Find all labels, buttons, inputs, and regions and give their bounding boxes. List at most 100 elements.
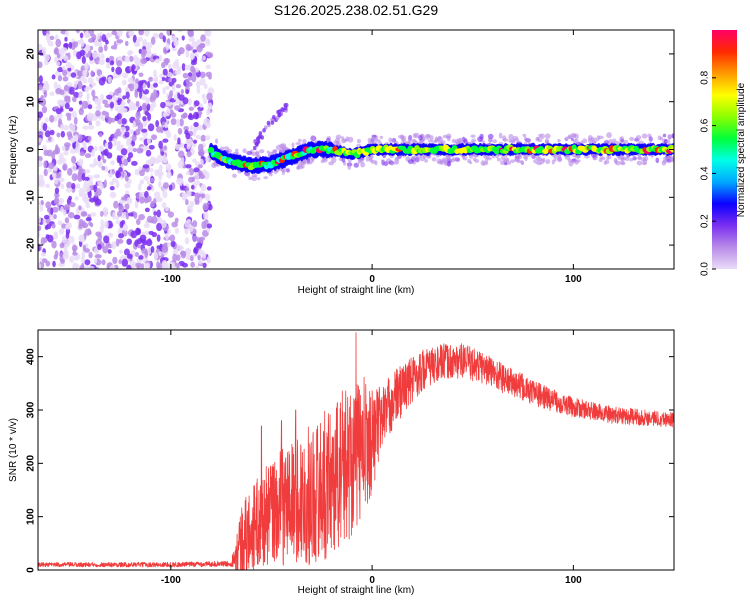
spectrogram-noise-blob [136, 147, 142, 154]
spectrogram-noise-blob [38, 61, 43, 69]
spectrogram-noise-blob [192, 253, 196, 258]
spectrogram-noise-blob [185, 132, 191, 140]
spectrogram-noise-blob [106, 152, 113, 159]
spectrogram-halo-blob [281, 146, 288, 150]
spectrogram-branch-blob [252, 145, 257, 151]
spectrogram-noise-blob [146, 180, 151, 185]
spectrogram-noise-blob [67, 67, 72, 72]
spectrogram-noise-blob [53, 231, 59, 240]
spectrogram-noise-blob [116, 140, 121, 147]
spectrogram-noise-blob [43, 214, 50, 220]
spectrogram-halo-blob [353, 162, 359, 168]
spectrogram-noise-blob [148, 230, 155, 236]
spectrogram-halo-blob [620, 161, 626, 166]
spectrogram-noise-blob [173, 134, 177, 141]
spectrogram-noise-blob [49, 114, 55, 123]
spectrogram-noise-blob [49, 212, 55, 221]
spectrogram-noise-blob [177, 137, 181, 145]
spectrogram-halo-blob [215, 138, 219, 144]
spectrogram-halo-blob [629, 136, 635, 142]
snr-y-tick-label: 300 [26, 401, 37, 418]
spectrogram-noise-blob [107, 116, 112, 125]
spectrogram-halo-blob [602, 156, 606, 160]
spectrogram-noise-blob [77, 173, 83, 183]
spectrogram-noise-blob [67, 167, 73, 176]
spectrogram-noise-blob [94, 254, 102, 259]
spectrogram-noise-blob [54, 250, 59, 257]
spectrogram-noise-blob [128, 83, 135, 92]
spectrogram-noise-blob [190, 261, 196, 268]
spectrogram-noise-blob [171, 46, 178, 52]
spectrogram-noise-blob [121, 196, 125, 201]
spectrogram-noise-blob [116, 210, 122, 217]
spectrogram-noise-blob [70, 72, 77, 78]
spectrogram-noise-blob [84, 259, 91, 266]
spectrogram-noise-blob [156, 222, 163, 232]
spectrogram-noise-blob [98, 132, 103, 138]
spectrogram-noise-blob [64, 102, 70, 110]
spectrogram-noise-blob [89, 45, 94, 51]
spectrogram-noise-blob [83, 180, 90, 186]
spectrogram-halo-blob [667, 134, 672, 140]
spectrogram-noise-blob [188, 224, 194, 232]
spectrogram-noise-blob [100, 210, 104, 217]
spectrogram-noise-blob [144, 207, 150, 213]
spectrogram-noise-blob [146, 103, 151, 111]
spectrogram-noise-blob [164, 58, 169, 66]
spectrogram-noise-blob [192, 220, 198, 228]
spectrogram-halo-blob [370, 136, 377, 140]
spectrogram-halo-blob [622, 139, 629, 144]
spectrogram-noise-blob [186, 143, 191, 150]
spectrogram-noise-blob [184, 237, 190, 245]
spectrogram-noise-blob [43, 168, 48, 177]
spectrogram-halo-blob [537, 138, 543, 143]
spectrogram-halo-blob [242, 148, 247, 154]
spectrogram-noise-blob [109, 60, 115, 66]
spectrogram-noise-blob [54, 187, 60, 194]
spectrogram-halo-blob [296, 165, 300, 171]
spectrogram-halo-blob [498, 132, 503, 139]
spectrogram-noise-blob [116, 39, 124, 44]
spectrogram-halo-blob [393, 161, 399, 165]
spectrogram-noise-blob [165, 163, 172, 172]
spectrogram-noise-blob [58, 48, 63, 55]
spectrogram-noise-blob [42, 258, 48, 263]
spectrogram-noise-blob [41, 106, 48, 114]
spectrogram-noise-blob [165, 232, 169, 240]
spectrogram-halo-blob [620, 155, 624, 161]
colorbar-tick-label: 0.2 [700, 214, 711, 228]
spectrogram-noise-blob [141, 50, 146, 59]
spectrogram-halo-blob [302, 138, 307, 145]
spectrogram-noise-blob [206, 109, 211, 116]
spectrogram-noise-blob [177, 92, 181, 99]
spectrogram-noise-blob [110, 160, 115, 166]
spectrogram-noise-blob [87, 190, 92, 199]
spectrogram-noise-blob [109, 181, 115, 186]
spectrogram-noise-blob [131, 140, 136, 147]
spectrogram-noise-blob [63, 250, 67, 257]
spectrogram-noise-blob [157, 180, 162, 188]
spectrogram-noise-blob [162, 68, 168, 76]
spectrogram-branch-blob [280, 107, 285, 112]
spectrogram-noise-blob [84, 176, 90, 181]
spectrogram-noise-blob [187, 30, 194, 37]
spectrogram-branch-blob [277, 112, 282, 118]
spectrogram-noise-blob [116, 113, 122, 120]
spectrogram-x-tick-label: -100 [161, 274, 181, 285]
snr-series-line [38, 332, 674, 570]
spectrogram-noise-blob [82, 77, 88, 84]
spectrogram-noise-blob [179, 118, 184, 127]
spectrogram-noise-blob [163, 264, 169, 269]
spectrogram-noise-blob [184, 143, 188, 149]
spectrogram-noise-blob [194, 180, 201, 186]
spectrogram-noise-blob [90, 212, 97, 217]
spectrogram-noise-blob [63, 204, 71, 211]
spectrogram-noise-blob [153, 211, 157, 216]
spectrogram-halo-blob [635, 134, 642, 141]
spectrogram-y-ticks: 20 10 0 -10 -20 [26, 48, 674, 252]
spectrogram-noise-blob [91, 89, 96, 98]
spectrogram-noise-blob [135, 192, 140, 200]
spectrogram-halo-blob [509, 159, 516, 163]
spectrogram-noise-blob [44, 225, 49, 231]
spectrogram-noise-blob [206, 186, 212, 191]
